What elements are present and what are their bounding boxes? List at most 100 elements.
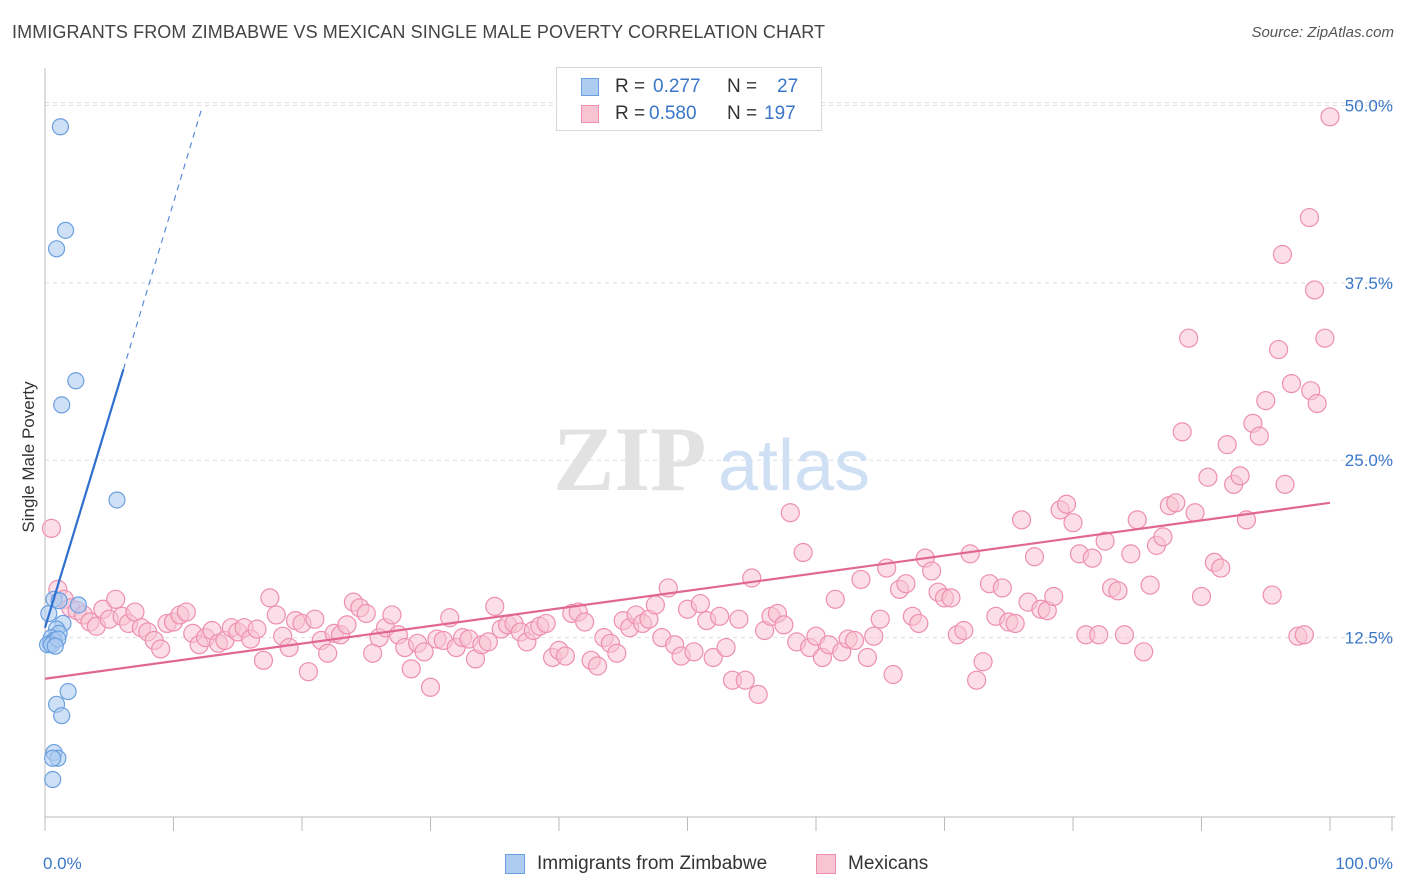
mexicans-point <box>1281 374 1302 394</box>
mexicans-point <box>1294 625 1314 645</box>
y-tick-label: 12.5% <box>1345 629 1393 648</box>
mexicans-point <box>106 589 126 609</box>
mexicans-point <box>607 643 627 663</box>
pink-swatch <box>816 854 836 874</box>
r-label: R = <box>615 103 646 124</box>
mexicans-point <box>1121 544 1141 564</box>
x-tick-label: 100.0% <box>1335 854 1393 873</box>
zimbabwe-point <box>56 221 75 239</box>
mexicans-point <box>1249 426 1269 446</box>
mexicans-point <box>1011 510 1032 530</box>
zimbabwe-point <box>51 118 70 136</box>
zimbabwe-point <box>53 396 71 414</box>
mexicans-point <box>1268 339 1289 360</box>
mexicans-point <box>844 630 865 651</box>
mexicans-point <box>941 588 961 608</box>
mexicans-point <box>1108 581 1128 601</box>
mexicans-point <box>247 619 267 639</box>
watermark: ZIP atlas <box>553 408 870 510</box>
mexicans-point <box>1056 494 1077 514</box>
mexicans-point <box>1005 613 1025 634</box>
correlation-legend: R = 0.277 N = 27 R = 0.580 N = 197 <box>556 67 822 131</box>
mexicans-point <box>1275 474 1295 494</box>
mexicans-point <box>735 670 755 690</box>
zimbabwe-point <box>53 707 71 725</box>
zimbabwe-point <box>46 637 64 655</box>
mexicans-point <box>1185 503 1205 523</box>
mexicans-points <box>41 107 1340 704</box>
x-tick-label: 0.0% <box>43 854 82 873</box>
mexicans-point <box>266 605 286 625</box>
mexicans-point <box>729 609 749 629</box>
mexicans-point <box>825 589 845 609</box>
mexicans-point <box>710 606 730 626</box>
mexicans-point <box>478 632 498 652</box>
blue-swatch <box>505 854 525 874</box>
mexicans-point <box>742 568 762 588</box>
zimbabwe-point <box>69 596 88 614</box>
mexicans-point <box>967 670 987 690</box>
watermark-atlas: atlas <box>718 426 870 506</box>
mexicans-point <box>1166 493 1186 513</box>
mexicans-point <box>1230 466 1250 486</box>
mexicans-point <box>1191 586 1212 607</box>
mexicans-point <box>883 664 903 685</box>
source-label: Source: ZipAtlas.com <box>1251 24 1394 41</box>
mexicans-point <box>1140 575 1160 595</box>
mexicans-point <box>684 642 704 662</box>
mexicans-point <box>1134 642 1154 662</box>
y-tick-label: 25.0% <box>1345 451 1393 470</box>
watermark-zip: ZIP <box>553 408 706 510</box>
zimbabwe-point <box>67 372 85 390</box>
n-value: 197 <box>764 103 796 124</box>
mexicans-point <box>1299 207 1320 228</box>
mexicans-point <box>1044 586 1064 607</box>
mexicans-point <box>279 637 299 658</box>
zimbabwe-trend-line <box>43 369 125 629</box>
mexicans-point <box>1211 558 1231 578</box>
mexicans-point <box>176 602 196 622</box>
mexicans-point <box>922 561 942 581</box>
mexicans-point <box>298 662 319 682</box>
y-tick-label: 37.5% <box>1345 274 1393 293</box>
legend-label: Mexicans <box>848 853 929 874</box>
mexicans-point <box>337 615 357 635</box>
zimbabwe-point <box>47 240 66 258</box>
mexicans-point <box>1179 328 1199 348</box>
mexicans-point <box>253 650 274 670</box>
mexicans-point <box>1304 280 1325 300</box>
mexicans-point <box>356 603 376 624</box>
mexicans-point <box>420 677 441 697</box>
mexicans-point <box>555 646 576 666</box>
mexicans-point <box>1307 393 1327 414</box>
mexicans-point <box>41 518 62 538</box>
mexicans-point <box>1198 467 1218 487</box>
mexicans-point <box>1217 435 1237 455</box>
zimbabwe-point <box>59 682 77 701</box>
legend-label: Immigrants from Zimbabwe <box>537 853 768 874</box>
mexicans-point <box>260 588 280 608</box>
mexicans-point <box>1024 547 1045 567</box>
n-label: N = <box>727 76 758 97</box>
y-tick-label: 50.0% <box>1345 96 1393 115</box>
blue-swatch <box>581 78 599 96</box>
mexicans-point <box>973 652 993 672</box>
tick-labels: 12.5% 25.0% 37.5% 50.0% 0.0% 100.0% <box>43 96 1393 873</box>
zimbabwe-trend-extension <box>122 108 203 370</box>
mexicans-point <box>1063 513 1083 533</box>
n-label: N = <box>727 103 758 124</box>
zimbabwe-points <box>38 118 126 789</box>
mexicans-point <box>1082 548 1102 568</box>
chart-title: IMMIGRANTS FROM ZIMBABWE VS MEXICAN SING… <box>12 22 826 42</box>
mexicans-point <box>1089 625 1109 645</box>
mexicans-point <box>305 609 325 629</box>
mexicans-point <box>1272 244 1293 265</box>
mexicans-point <box>485 596 505 617</box>
mexicans-point <box>1153 527 1173 547</box>
mexicans-point <box>151 639 171 659</box>
y-axis-label: Single Male Poverty <box>19 381 38 533</box>
mexicans-point <box>864 626 884 646</box>
mexicans-point <box>1095 531 1115 551</box>
mexicans-point <box>587 656 608 676</box>
